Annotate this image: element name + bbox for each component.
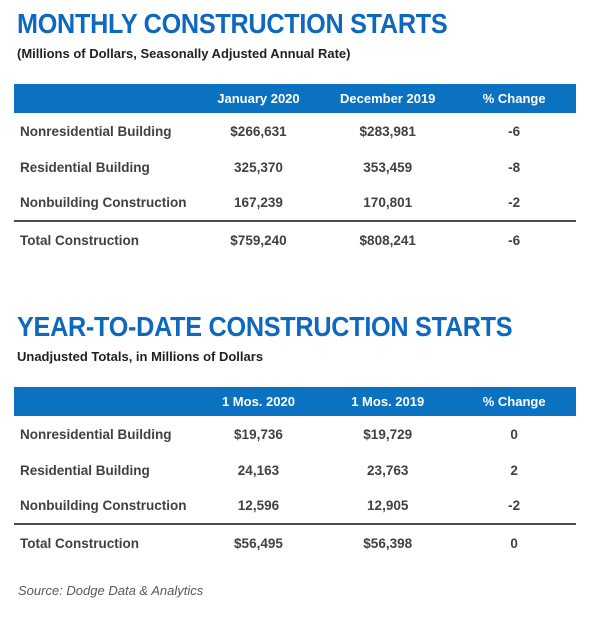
- data-row: Nonbuilding Construction 12,596 12,905 -2: [14, 488, 576, 524]
- row-label: Nonresidential Building: [20, 426, 172, 442]
- monthly-starts-subtitle: (Millions of Dollars, Seasonally Adjuste…: [17, 46, 351, 61]
- cell-value: 24,163: [237, 462, 280, 478]
- cell-value: $56,495: [193, 523, 324, 562]
- cell-value: 0: [452, 523, 576, 562]
- column-header: December 2019: [323, 84, 453, 113]
- monthly-starts-table: January 2020 December 2019% Change Nonresi…: [14, 84, 576, 259]
- monthly-starts-title-text: MONTHLY CONSTRUCTION STARTS: [17, 8, 448, 39]
- cell-value: -8: [508, 159, 521, 175]
- data-row: Nonbuilding Construction 167,239 170,801 -2: [14, 185, 576, 221]
- cell-value: 2: [510, 462, 518, 478]
- column-header: 1 Mos. 2020: [193, 387, 324, 416]
- source-note: Source: Dodge Data & Analytics: [18, 583, 204, 598]
- row-label: Total Construction: [14, 523, 194, 562]
- table-header-row: 1 Mos. 2020 1 Mos. 2019% Change: [14, 387, 576, 416]
- cell-value: 12,596: [237, 498, 280, 513]
- ytd-starts-title-text: YEAR-TO-DATE CONSTRUCTION STARTS: [17, 311, 513, 342]
- cell-value: $56,398: [323, 523, 453, 562]
- cell-value: 12,905: [367, 498, 409, 513]
- column-header: January 2020: [193, 84, 324, 113]
- cell-value: 325,370: [234, 159, 283, 175]
- row-label-header: [14, 84, 194, 113]
- cell-value: $19,729: [363, 426, 413, 442]
- ytd-starts-table: 1 Mos. 2020 1 Mos. 2019% Change Nonresiden…: [14, 387, 576, 562]
- cell-value: -2: [508, 195, 521, 210]
- cell-value: 170,801: [363, 195, 413, 210]
- monthly-starts-title: MONTHLY CONSTRUCTION STARTS: [17, 8, 576, 40]
- cell-value: -2: [508, 498, 521, 513]
- total-row: Total Construction $759,240 $808,241 -6: [14, 220, 576, 259]
- cell-value: 167,239: [234, 195, 283, 210]
- data-row: Nonresidential Building $19,736 $19,729 0: [14, 416, 576, 452]
- cell-value: $266,631: [230, 123, 287, 139]
- data-row: Residential Building 24,163 23,763 2: [14, 452, 576, 488]
- monthly-starts-section: MONTHLY CONSTRUCTION STARTS (Millions of…: [14, 8, 576, 259]
- data-row: Residential Building 325,370 353,459 -8: [14, 149, 576, 185]
- cell-value: 0: [510, 426, 518, 442]
- table-header-row: January 2020 December 2019% Change: [14, 84, 576, 113]
- cell-value: -6: [508, 123, 521, 139]
- column-header: 1 Mos. 2019: [323, 387, 453, 416]
- column-header: % Change: [452, 387, 576, 416]
- row-label-header: [14, 387, 194, 416]
- row-label: Nonbuilding Construction: [20, 498, 187, 513]
- data-row: Nonresidential Building $266,631 $283,981 -…: [14, 113, 576, 149]
- cell-value: $19,736: [234, 426, 283, 442]
- row-label: Total Construction: [14, 220, 194, 259]
- ytd-starts-section: YEAR-TO-DATE CONSTRUCTION STARTS Unadjus…: [14, 311, 576, 562]
- ytd-starts-subtitle: Unadjusted Totals, in Millions of Dollar…: [17, 349, 264, 364]
- cell-value: -6: [452, 220, 576, 259]
- total-row: Total Construction $56,495 $56,398 0: [14, 523, 576, 562]
- cell-value: $283,981: [359, 123, 416, 139]
- row-label: Residential Building: [20, 462, 150, 478]
- ytd-starts-title: YEAR-TO-DATE CONSTRUCTION STARTS: [17, 311, 576, 343]
- cell-value: 353,459: [363, 159, 413, 175]
- row-label: Nonbuilding Construction: [20, 195, 187, 210]
- cell-value: 23,763: [367, 462, 409, 478]
- column-header: % Change: [452, 84, 576, 113]
- cell-value: $808,241: [323, 220, 453, 259]
- row-label: Residential Building: [20, 159, 150, 175]
- row-label: Nonresidential Building: [20, 123, 172, 139]
- cell-value: $759,240: [193, 220, 324, 259]
- report-page: MONTHLY CONSTRUCTION STARTS (Millions of…: [14, 8, 576, 598]
